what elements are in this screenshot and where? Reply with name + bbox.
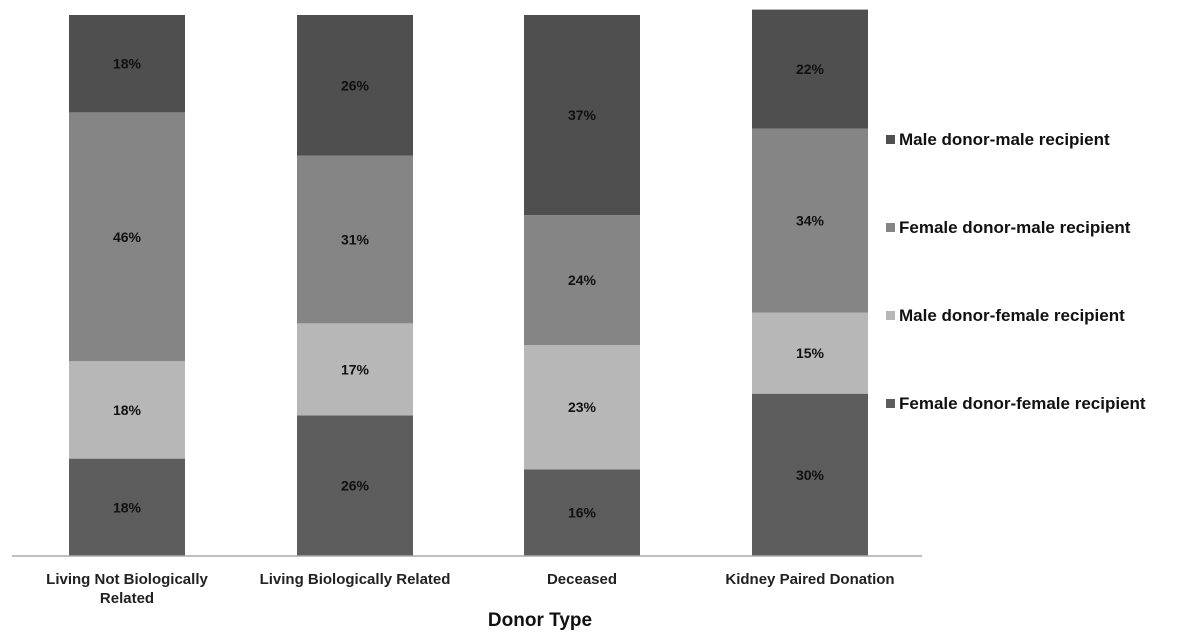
legend-swatch — [886, 223, 895, 232]
data-label: 46% — [113, 229, 142, 245]
bars-group: 18% 18% 46% 18% 26% 17% 31% 26% 16% 23% 24% 37% 30% 1… — [69, 9, 868, 556]
bar-segment — [297, 323, 413, 416]
bar-segment — [752, 312, 868, 394]
bar-segment — [297, 15, 413, 156]
legend-label: Female donor-male recipient — [899, 218, 1131, 237]
data-label: 18% — [113, 56, 142, 72]
data-label: 26% — [341, 478, 370, 494]
bar-segment — [524, 345, 640, 470]
x-axis-title: Donor Type — [488, 610, 592, 631]
data-label: 23% — [568, 399, 597, 415]
bar-segment — [524, 15, 640, 216]
data-label: 30% — [796, 467, 825, 483]
data-label: 15% — [796, 345, 825, 361]
bar-segment — [752, 393, 868, 556]
bar-segment — [69, 112, 185, 362]
category-label: Related — [100, 590, 154, 607]
bar-segment — [752, 9, 868, 129]
data-label: 24% — [568, 272, 597, 288]
legend-swatch — [886, 311, 895, 320]
category-label: Kidney Paired Donation — [725, 571, 894, 588]
bar-segment — [297, 415, 413, 556]
legend-swatch — [886, 399, 895, 408]
data-label: 17% — [341, 361, 370, 377]
category-label: Living Not Biologically — [46, 571, 208, 588]
bar-segment — [524, 469, 640, 556]
category-label: Living Biologically Related — [260, 571, 451, 588]
bar-segment — [69, 15, 185, 113]
data-label: 22% — [796, 61, 825, 77]
legend-label: Male donor-male recipient — [899, 130, 1110, 149]
bar-segment — [69, 361, 185, 459]
data-label: 31% — [341, 232, 370, 248]
data-label: 18% — [113, 402, 142, 418]
data-label: 26% — [341, 77, 370, 93]
data-label: 34% — [796, 213, 825, 229]
bar-segment — [752, 128, 868, 313]
bar-segment — [69, 458, 185, 556]
category-label: Deceased — [547, 571, 617, 588]
legend-swatch — [886, 135, 895, 144]
legend-label: Male donor-female recipient — [899, 306, 1125, 325]
data-label: 18% — [113, 499, 142, 515]
legend-label: Female donor-female recipient — [899, 394, 1146, 413]
category-labels: Living Not Biologically Related Living Bio… — [46, 571, 894, 607]
bar-segment — [297, 155, 413, 324]
data-label: 16% — [568, 505, 597, 521]
bar-segment — [524, 215, 640, 346]
data-label: 37% — [568, 107, 597, 123]
legend: Male donor-male recipient Female donor-ma… — [886, 130, 1146, 413]
